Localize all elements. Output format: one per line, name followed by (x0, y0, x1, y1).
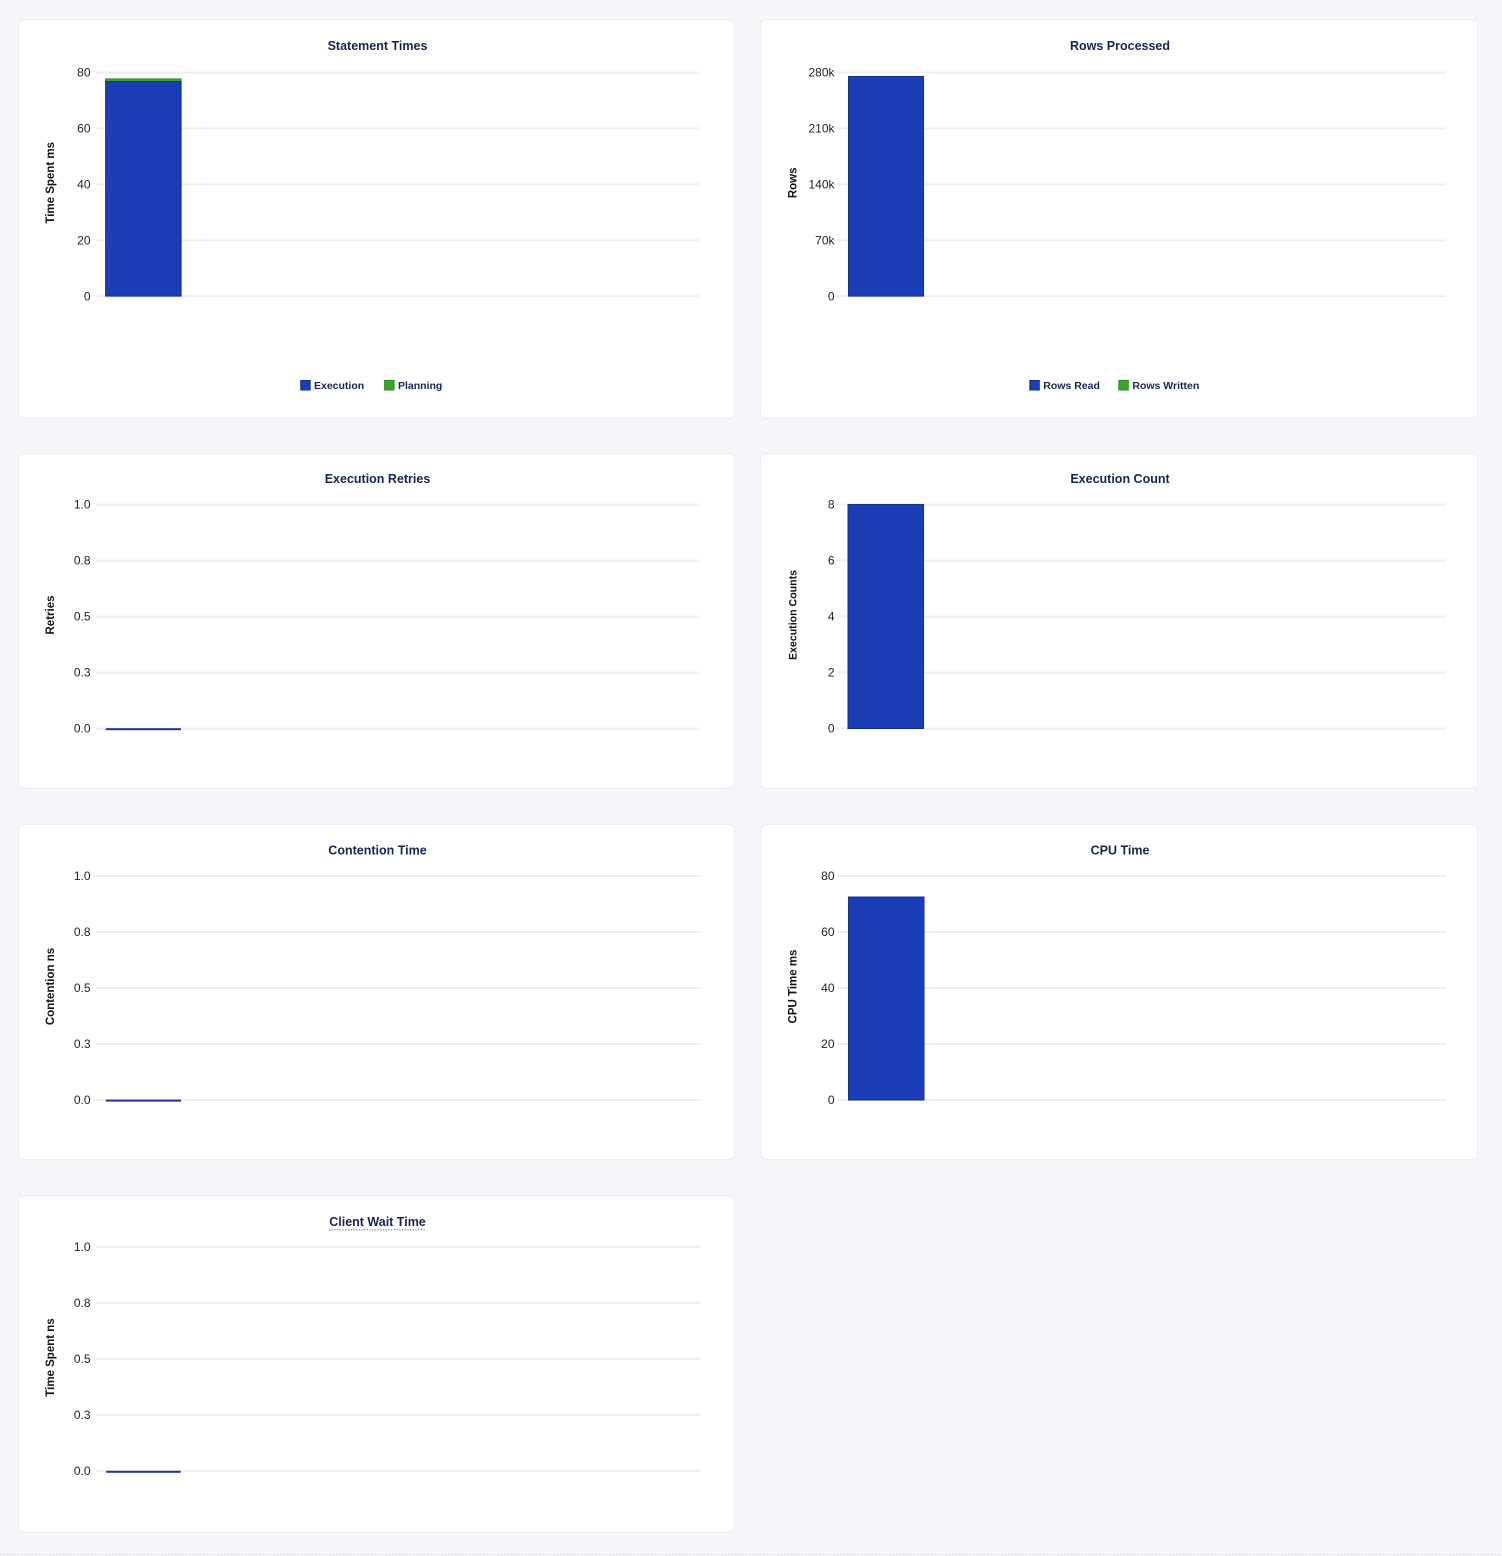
svg-text:80: 80 (77, 66, 91, 80)
svg-text:Time Spent ms: Time Spent ms (45, 142, 57, 224)
svg-text:0.5: 0.5 (74, 981, 91, 995)
svg-text:1.0: 1.0 (74, 1240, 91, 1254)
svg-text:4: 4 (828, 610, 835, 624)
svg-text:CPU Time ms: CPU Time ms (788, 950, 800, 1024)
svg-text:0: 0 (84, 289, 91, 303)
svg-text:40: 40 (821, 981, 835, 995)
svg-text:0.3: 0.3 (74, 1408, 91, 1422)
svg-text:0.0: 0.0 (74, 722, 91, 736)
svg-text:60: 60 (77, 122, 91, 136)
svg-text:20: 20 (821, 1037, 835, 1051)
svg-text:0.5: 0.5 (74, 610, 91, 624)
svg-text:0.5: 0.5 (74, 1352, 91, 1366)
svg-text:Statement Times: Statement Times (328, 39, 428, 53)
svg-text:1.0: 1.0 (74, 869, 91, 883)
svg-text:Contention Time: Contention Time (328, 844, 426, 858)
svg-text:Rows Read: Rows Read (1043, 380, 1100, 392)
svg-text:1.0: 1.0 (74, 498, 91, 512)
svg-text:Rows: Rows (788, 167, 800, 198)
svg-text:Execution: Execution (314, 380, 364, 392)
svg-text:CPU Time: CPU Time (1091, 844, 1150, 858)
svg-text:0.8: 0.8 (74, 1296, 91, 1310)
svg-text:60: 60 (821, 925, 835, 939)
svg-text:0.8: 0.8 (74, 925, 91, 939)
svg-text:70k: 70k (815, 233, 835, 247)
svg-text:Rows Written: Rows Written (1132, 380, 1199, 392)
svg-text:2: 2 (828, 666, 835, 680)
svg-text:Planning: Planning (398, 380, 442, 392)
svg-text:0.8: 0.8 (74, 554, 91, 568)
svg-text:80: 80 (821, 869, 835, 883)
svg-text:210k: 210k (808, 122, 835, 136)
svg-text:0.0: 0.0 (74, 1464, 91, 1478)
svg-text:0.3: 0.3 (74, 666, 91, 680)
svg-text:Execution Counts: Execution Counts (787, 570, 799, 660)
svg-text:140k: 140k (808, 178, 835, 192)
svg-text:0: 0 (828, 289, 835, 303)
svg-text:20: 20 (77, 233, 91, 247)
svg-text:6: 6 (828, 554, 835, 568)
svg-text:0.3: 0.3 (74, 1037, 91, 1051)
svg-text:8: 8 (828, 498, 835, 512)
svg-text:Execution Count: Execution Count (1070, 472, 1170, 486)
svg-text:Time Spent ns: Time Spent ns (45, 1318, 57, 1396)
svg-text:40: 40 (77, 178, 91, 192)
svg-text:Rows Processed: Rows Processed (1070, 39, 1170, 53)
svg-text:Retries: Retries (45, 596, 57, 635)
svg-text:Execution Retries: Execution Retries (325, 472, 431, 486)
svg-text:Contention ns: Contention ns (45, 948, 57, 1025)
svg-text:Client Wait Time: Client Wait Time (329, 1215, 426, 1229)
svg-text:0: 0 (828, 722, 835, 736)
svg-text:0: 0 (828, 1093, 835, 1107)
svg-text:0.0: 0.0 (74, 1093, 91, 1107)
svg-text:280k: 280k (808, 66, 835, 80)
